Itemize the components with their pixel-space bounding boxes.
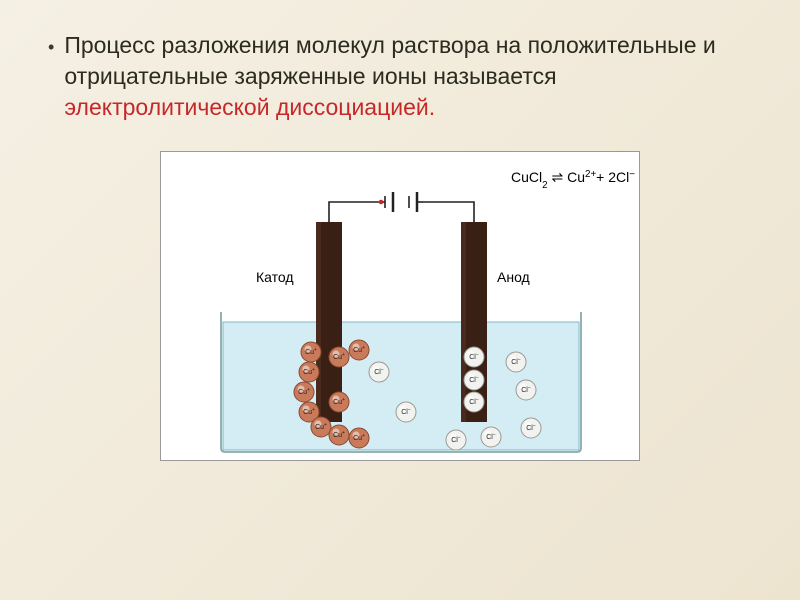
cl-ion: Cl−: [396, 402, 416, 422]
cl-ion: Cl−: [464, 347, 484, 367]
equation: CuCl2 ⇌ Cu2++ 2Cl−: [511, 169, 635, 191]
cu-ion: Cu+: [329, 392, 349, 412]
cl-ion: Cl−: [464, 392, 484, 412]
svg-text:Анод: Анод: [497, 269, 530, 285]
svg-text:Катод: Катод: [256, 269, 294, 285]
text-highlight: электролитической диссоциацией.: [64, 94, 435, 120]
cu-ion: Cu+: [349, 340, 369, 360]
cu-ion: Cu+: [299, 362, 319, 382]
text-plain: Процесс разложения молекул раствора на п…: [64, 32, 715, 89]
cl-ion: Cl−: [446, 430, 466, 450]
cl-ion: Cl−: [506, 352, 526, 372]
cu-ion: Cu+: [329, 425, 349, 445]
cl-ion: Cl−: [464, 370, 484, 390]
bullet-dot: •: [48, 30, 54, 62]
cl-ion: Cl−: [481, 427, 501, 447]
cu-ion: Cu+: [301, 342, 321, 362]
cl-ion: Cl−: [521, 418, 541, 438]
cu-ion: Cu+: [349, 428, 369, 448]
electrolysis-diagram: КатодАнодCuCl2 ⇌ Cu2++ 2Cl−Cu+Cu+Cu+Cu+C…: [160, 151, 640, 461]
cl-ion: Cl−: [516, 380, 536, 400]
cu-ion: Cu+: [329, 347, 349, 367]
cu-ion: Cu+: [311, 417, 331, 437]
main-text: Процесс разложения молекул раствора на п…: [64, 30, 752, 123]
cl-ion: Cl−: [369, 362, 389, 382]
cu-ion: Cu+: [294, 382, 314, 402]
svg-text:CuCl2 ⇌ Cu2++ 2Cl−: CuCl2 ⇌ Cu2++ 2Cl−: [511, 169, 635, 191]
